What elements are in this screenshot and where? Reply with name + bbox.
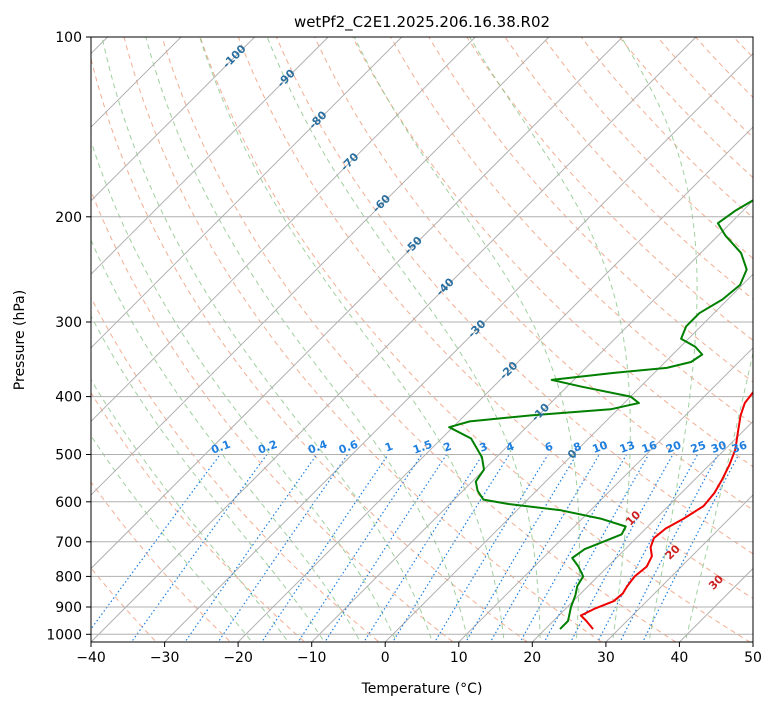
y-tick-label: 400 — [55, 390, 82, 406]
mixing-ratio-line — [217, 454, 349, 642]
isotherm-line — [531, 420, 753, 642]
mixing-ratio-label: 13 — [618, 438, 637, 455]
pressure-gridlines — [91, 37, 753, 635]
mixing-ratio-line — [392, 454, 510, 642]
isotherm-line — [91, 37, 477, 423]
y-tick-label: 600 — [55, 495, 82, 511]
mixing-ratio-line — [597, 454, 699, 642]
moist-adiabat-line — [101, 37, 433, 642]
y-tick-label: 300 — [55, 315, 82, 331]
mixing-ratio-line — [363, 454, 484, 642]
x-axis-label: Temperature (°C) — [361, 681, 483, 697]
x-tick-label: 0 — [381, 650, 390, 666]
isotherm-line — [91, 37, 256, 202]
dry-adiabat-line — [91, 567, 158, 642]
dewpoint-profile-line — [448, 199, 753, 630]
line-labels: 0.1 0.2 0.4 0.6 1 1.5 2 3 4 6 8 10 13 16 20 25 30 36-100-… — [210, 42, 753, 619]
dry-adiabat-line — [313, 37, 753, 511]
mixing-ratio-label: 20 — [664, 438, 683, 456]
mixing-ratio-line — [619, 454, 719, 642]
mixing-ratio-line — [642, 454, 740, 642]
mixing-ratio-label: 0.4 — [306, 438, 329, 457]
isotherm-line — [310, 199, 753, 642]
y-axis: 100 200 300 400 500 600 700 800 900 1000 — [46, 30, 91, 643]
dry-adiabat-line — [91, 391, 306, 642]
background-lines — [91, 37, 753, 642]
profile-series — [448, 199, 753, 630]
mixing-ratio-label: 4 — [504, 440, 516, 455]
isotherm-line — [91, 37, 624, 570]
y-tick-label: 500 — [55, 448, 82, 464]
mixing-ratio-label: 1.5 — [411, 438, 434, 457]
isotherm-line — [458, 347, 753, 642]
dry-adiabat-line — [275, 37, 753, 555]
y-tick-label: 800 — [55, 569, 82, 585]
mixing-ratio-label: 16 — [640, 438, 659, 456]
chart-title: wetPf2_C2E1.2025.206.16.38.R02 — [294, 13, 550, 32]
plot-frame — [90, 36, 754, 643]
x-tick-label: −30 — [150, 650, 180, 666]
x-axis: −40 −30 −20 −10 0 10 20 30 40 50 — [76, 642, 762, 666]
dry-adiabat-line — [199, 37, 751, 642]
mixing-ratio-label: 1 — [383, 440, 395, 455]
moist-adiabat-line — [266, 37, 541, 642]
y-tick-label: 100 — [55, 30, 82, 46]
x-tick-label: −40 — [76, 650, 106, 666]
mixing-ratio-line — [91, 454, 221, 630]
moist-adiabat-line — [91, 238, 362, 642]
mixing-ratio-label: 0.2 — [256, 438, 279, 457]
x-tick-label: 10 — [450, 650, 468, 666]
x-tick-label: 40 — [670, 650, 688, 666]
isotherm-line — [91, 37, 329, 275]
x-tick-label: 20 — [523, 650, 541, 666]
dry-adiabat-line — [91, 189, 454, 642]
dry-adiabat-line — [161, 37, 677, 642]
mixing-ratio-line — [570, 454, 674, 642]
y-tick-label: 200 — [55, 210, 82, 226]
mixing-ratio-line — [465, 454, 578, 642]
mixing-ratio-line — [184, 454, 318, 642]
y-tick-label: 700 — [55, 535, 82, 551]
mixing-ratio-label: 0.6 — [337, 438, 360, 457]
moist-adiabat-line — [469, 37, 631, 642]
mixing-ratio-label: 25 — [689, 438, 708, 455]
dry-adiabat-line — [91, 56, 529, 642]
dry-adiabat-line — [123, 37, 603, 642]
mixing-ratio-line — [130, 454, 268, 642]
x-tick-label: −10 — [297, 650, 327, 666]
x-tick-label: −20 — [223, 650, 253, 666]
isotherm-line — [384, 273, 753, 642]
mixing-ratio-label: 30 — [709, 438, 728, 456]
isotherm-line — [605, 494, 753, 642]
moist-adiabat-line — [145, 37, 469, 642]
x-tick-label: 50 — [744, 650, 762, 666]
mixing-ratio-label: 10 — [591, 438, 610, 456]
mixing-ratio-label: 2 — [442, 440, 454, 455]
y-tick-label: 900 — [55, 600, 82, 616]
x-tick-label: 30 — [597, 650, 615, 666]
temperature-profile-line — [579, 390, 753, 630]
isotherm-line — [91, 37, 550, 496]
mixing-ratio-label: 36 — [730, 438, 749, 456]
y-axis-label: Pressure (hPa) — [12, 290, 28, 390]
mixing-ratio-line — [261, 454, 389, 642]
mixing-ratio-line — [324, 454, 448, 642]
isotherm-line — [163, 52, 753, 642]
isotherm-line — [91, 37, 697, 642]
mixing-ratio-label: 8 — [572, 440, 584, 455]
mixing-ratio-label: 6 — [543, 440, 555, 455]
moist-adiabat-line — [91, 434, 253, 642]
isotherm-line — [91, 37, 403, 349]
mixing-ratio-label: 3 — [478, 440, 490, 455]
y-tick-label: 1000 — [46, 627, 82, 643]
mixing-ratio-label: 0.1 — [210, 438, 233, 457]
moist-adiabat-line — [91, 139, 397, 642]
dry-adiabat-line — [428, 37, 753, 383]
moist-adiabat-line — [91, 378, 289, 642]
dry-adiabat-line — [91, 296, 380, 642]
mixing-ratio-line — [297, 454, 423, 642]
